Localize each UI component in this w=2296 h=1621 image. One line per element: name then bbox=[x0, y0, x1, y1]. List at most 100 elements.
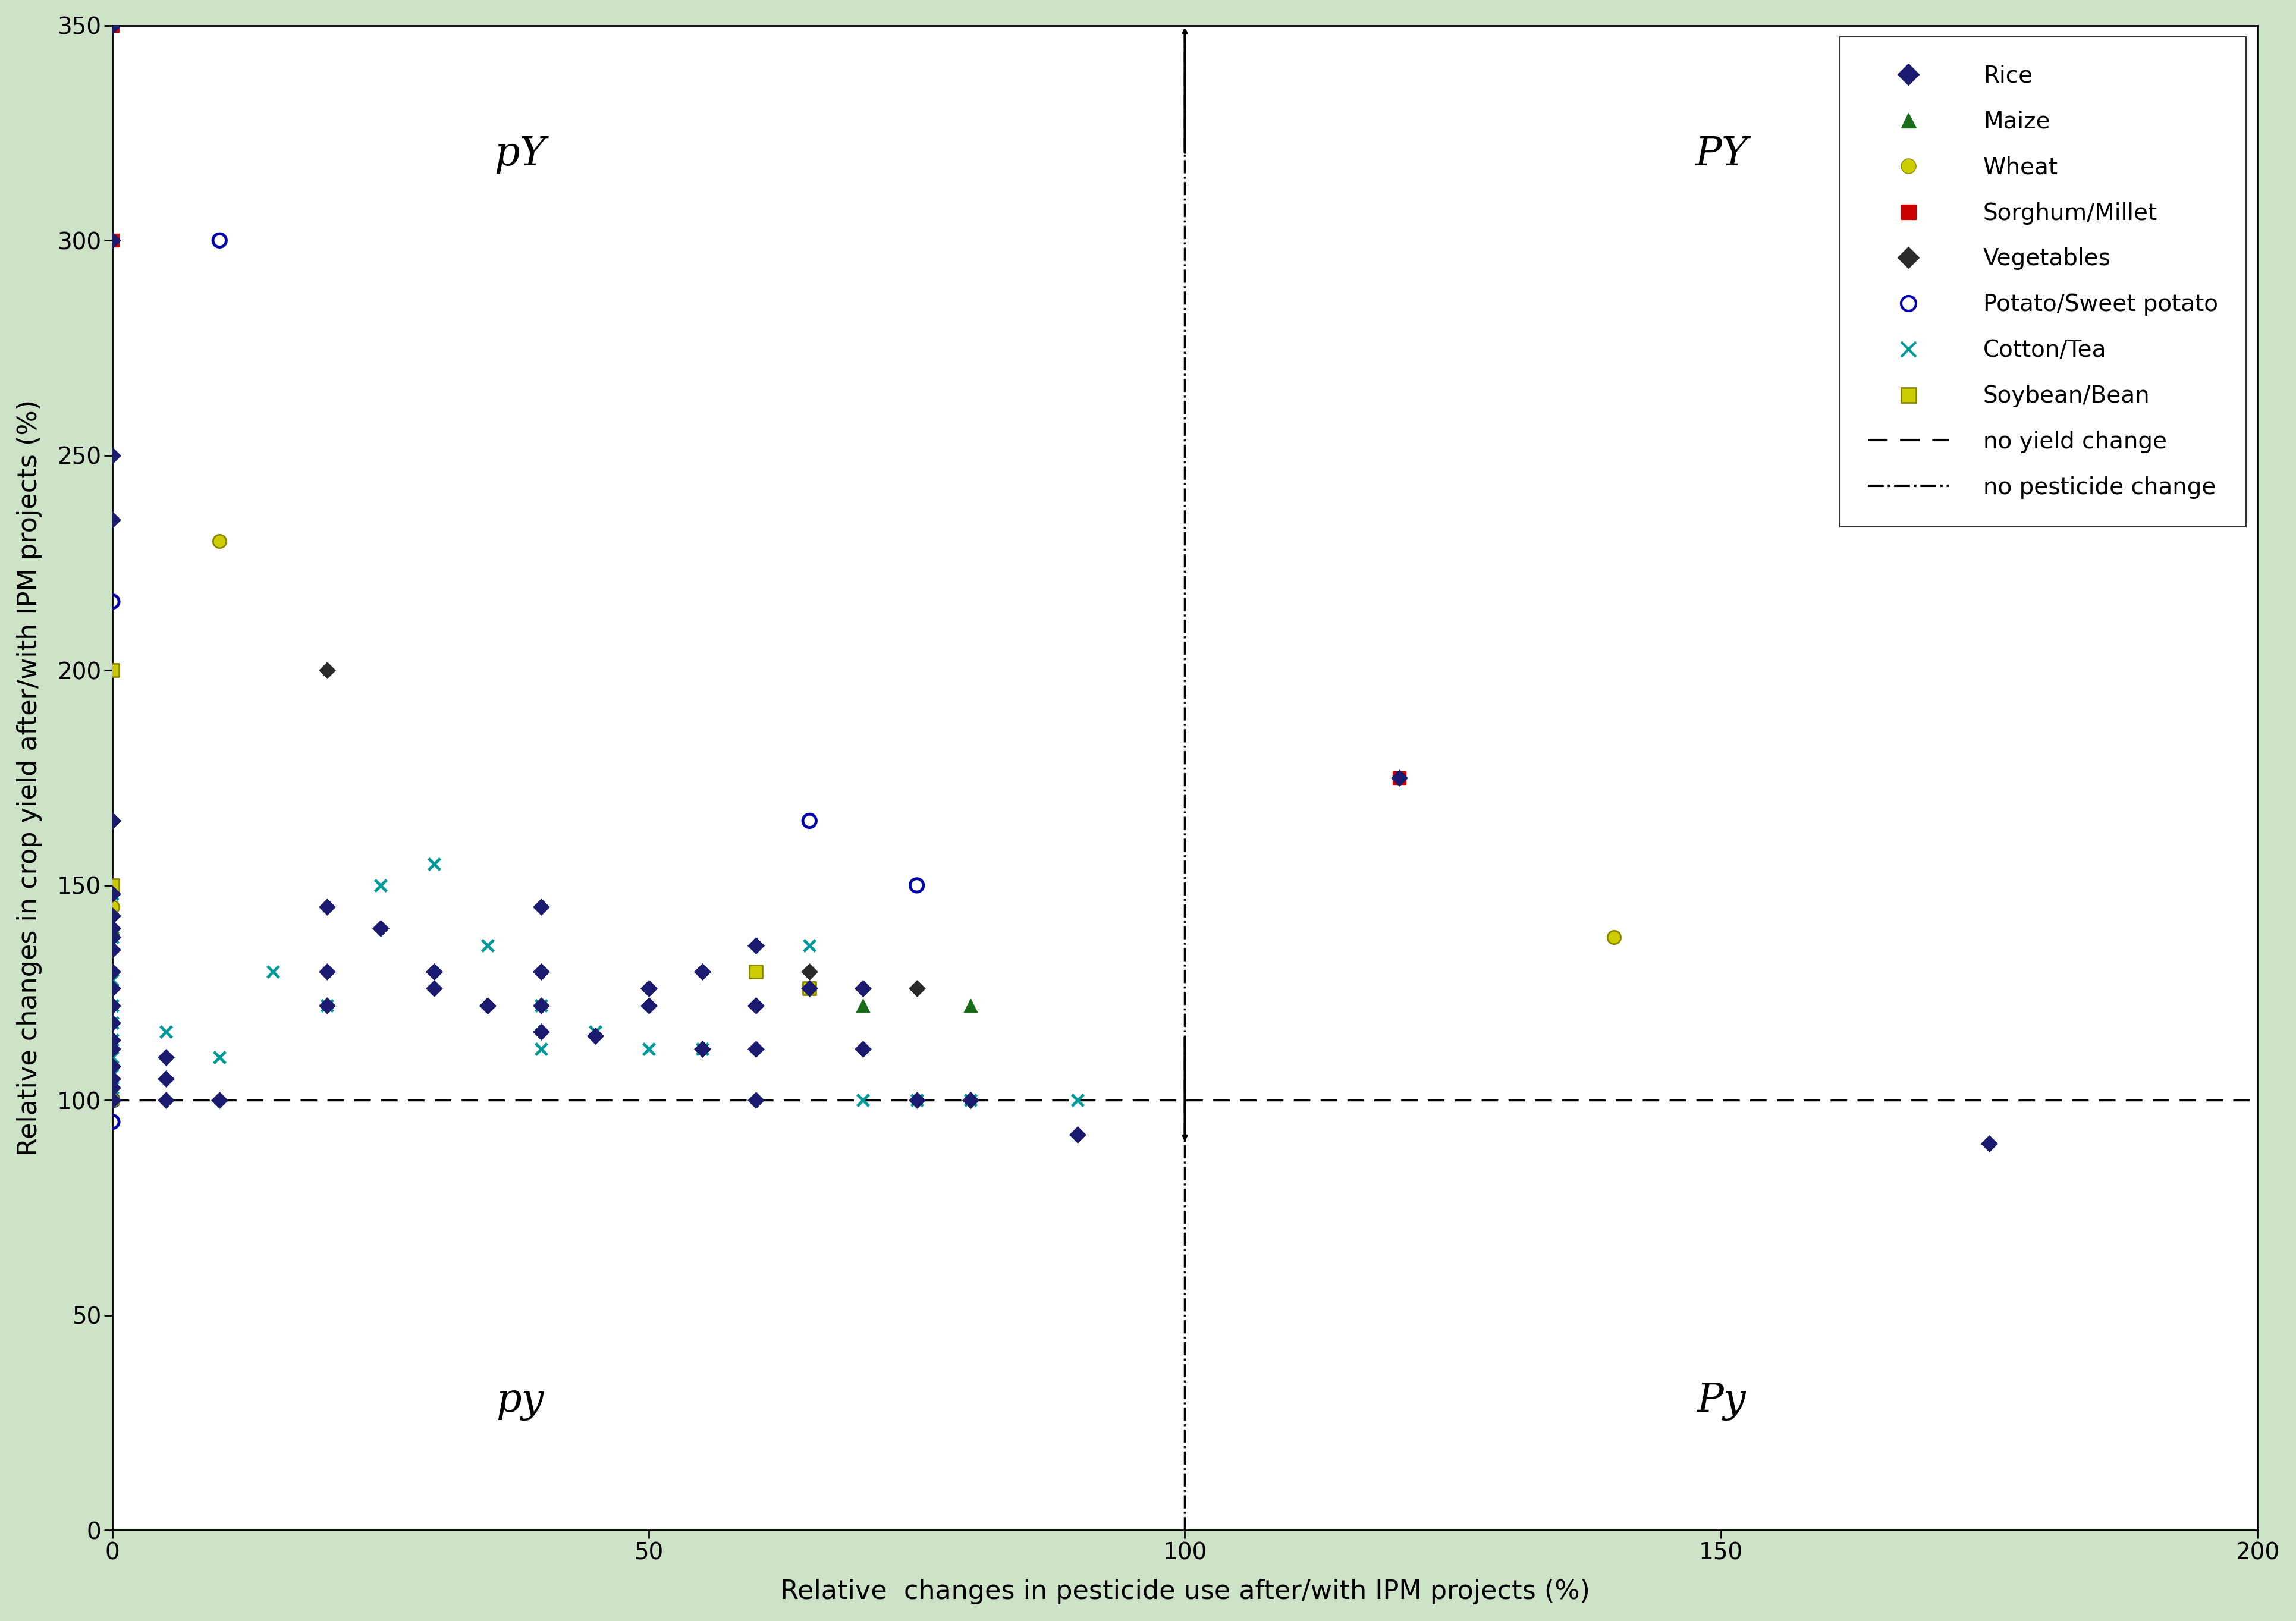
Point bbox=[737, 992, 774, 1018]
Point bbox=[94, 227, 131, 253]
Point bbox=[898, 872, 934, 898]
Point bbox=[147, 1018, 184, 1044]
Legend: Rice, Maize, Wheat, Sorghum/Millet, Vegetables, Potato/Sweet potato, Cotton/Tea,: Rice, Maize, Wheat, Sorghum/Millet, Vege… bbox=[1839, 37, 2245, 527]
Point bbox=[898, 976, 934, 1002]
Point bbox=[1596, 924, 1632, 950]
Point bbox=[94, 916, 131, 942]
Point bbox=[94, 807, 131, 833]
Point bbox=[94, 1010, 131, 1036]
Point bbox=[792, 976, 829, 1002]
Point bbox=[255, 958, 292, 984]
Point bbox=[363, 872, 400, 898]
Point bbox=[792, 932, 829, 958]
Point bbox=[953, 1088, 990, 1114]
Point bbox=[94, 992, 131, 1018]
Point bbox=[147, 1088, 184, 1114]
Point bbox=[94, 1088, 131, 1114]
Point bbox=[737, 958, 774, 984]
Point bbox=[737, 1036, 774, 1062]
Point bbox=[94, 507, 131, 533]
Point bbox=[629, 976, 666, 1002]
Point bbox=[737, 1088, 774, 1114]
Point bbox=[1380, 765, 1417, 791]
Point bbox=[684, 1036, 721, 1062]
Point bbox=[792, 976, 829, 1002]
Point bbox=[684, 1036, 721, 1062]
Point bbox=[468, 992, 505, 1018]
Point bbox=[94, 1088, 131, 1114]
Text: PY: PY bbox=[1694, 135, 1747, 173]
Point bbox=[1058, 1088, 1095, 1114]
Point bbox=[737, 992, 774, 1018]
Point bbox=[684, 958, 721, 984]
Point bbox=[147, 1067, 184, 1093]
Point bbox=[94, 903, 131, 929]
Point bbox=[416, 976, 452, 1002]
Point bbox=[629, 1036, 666, 1062]
Point bbox=[684, 958, 721, 984]
Point bbox=[684, 1036, 721, 1062]
Point bbox=[416, 958, 452, 984]
Point bbox=[94, 1036, 131, 1062]
Point bbox=[94, 1088, 131, 1114]
Point bbox=[523, 958, 560, 984]
Point bbox=[308, 893, 344, 919]
Point bbox=[363, 916, 400, 942]
Point bbox=[953, 1088, 990, 1114]
Point bbox=[1970, 1130, 2007, 1156]
Point bbox=[1970, 1130, 2007, 1156]
X-axis label: Relative  changes in pesticide use after/with IPM projects (%): Relative changes in pesticide use after/… bbox=[781, 1579, 1589, 1605]
Point bbox=[94, 916, 131, 942]
Text: pY: pY bbox=[494, 135, 546, 173]
Point bbox=[94, 658, 131, 684]
Point bbox=[94, 807, 131, 833]
Point bbox=[94, 1088, 131, 1114]
Point bbox=[523, 1018, 560, 1044]
Point bbox=[523, 992, 560, 1018]
Point bbox=[94, 924, 131, 950]
Point bbox=[737, 958, 774, 984]
Point bbox=[792, 958, 829, 984]
Point bbox=[94, 1028, 131, 1054]
Point bbox=[953, 992, 990, 1018]
Point bbox=[94, 1109, 131, 1135]
Point bbox=[308, 958, 344, 984]
Point bbox=[468, 992, 505, 1018]
Point bbox=[308, 992, 344, 1018]
Point bbox=[523, 958, 560, 984]
Point bbox=[308, 992, 344, 1018]
Point bbox=[576, 1018, 613, 1044]
Point bbox=[202, 1044, 239, 1070]
Point bbox=[737, 932, 774, 958]
Point bbox=[94, 1010, 131, 1036]
Point bbox=[629, 976, 666, 1002]
Point bbox=[845, 976, 882, 1002]
Point bbox=[94, 443, 131, 468]
Point bbox=[94, 880, 131, 906]
Point bbox=[94, 1075, 131, 1101]
Point bbox=[94, 937, 131, 963]
Point bbox=[202, 528, 239, 554]
Point bbox=[737, 932, 774, 958]
Point bbox=[94, 924, 131, 950]
Point bbox=[94, 1088, 131, 1114]
Text: py: py bbox=[496, 1383, 544, 1420]
Point bbox=[1058, 1122, 1095, 1148]
Point bbox=[845, 1088, 882, 1114]
Point bbox=[94, 1067, 131, 1093]
Point bbox=[94, 13, 131, 39]
Point bbox=[416, 958, 452, 984]
Point bbox=[94, 1075, 131, 1101]
Point bbox=[468, 932, 505, 958]
Point bbox=[953, 1088, 990, 1114]
Point bbox=[94, 893, 131, 919]
Point bbox=[845, 1036, 882, 1062]
Point bbox=[94, 1088, 131, 1114]
Point bbox=[94, 1062, 131, 1088]
Y-axis label: Relative changes in crop yield after/with IPM projects (%): Relative changes in crop yield after/wit… bbox=[16, 400, 41, 1156]
Point bbox=[202, 227, 239, 253]
Point bbox=[898, 1088, 934, 1114]
Point bbox=[845, 992, 882, 1018]
Point bbox=[1380, 765, 1417, 791]
Point bbox=[94, 992, 131, 1018]
